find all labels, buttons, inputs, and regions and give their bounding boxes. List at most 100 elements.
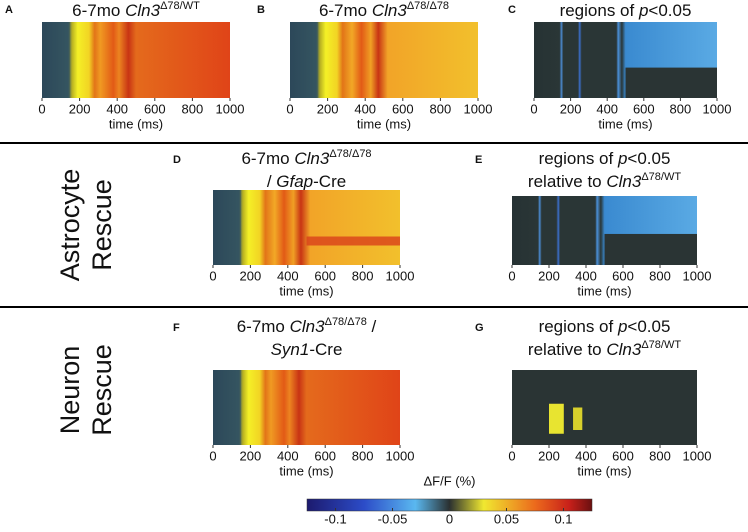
heatmap-shade: [213, 190, 242, 265]
panel-letter: C: [508, 4, 516, 16]
title-part: p: [617, 149, 627, 168]
heatmap: [42, 22, 230, 98]
title-part: 6-7mo: [72, 1, 125, 20]
row-label: Neuron: [55, 346, 85, 435]
x-tick-label: 600: [314, 268, 336, 283]
colorbar-tick-label: 0.05: [494, 511, 519, 526]
panel-letter: E: [475, 154, 482, 166]
title-part: 6-7mo: [241, 149, 294, 168]
x-tick-label: 200: [538, 268, 560, 283]
x-tick-label: 600: [144, 101, 166, 116]
x-tick-label: 200: [317, 101, 339, 116]
title-part: regions of: [560, 1, 639, 20]
x-tick-label: 800: [670, 101, 692, 116]
heatmap: [213, 370, 400, 445]
panel-title: relative to Cln3Δ78/WT: [528, 171, 681, 192]
x-axis-label: time (ms): [577, 463, 631, 478]
title-part: regions of: [539, 149, 618, 168]
x-axis-label: time (ms): [577, 283, 631, 298]
heatmap-shade: [213, 370, 242, 445]
x-tick-label: 600: [612, 448, 634, 463]
x-tick-label: 0: [508, 448, 515, 463]
title-part: regions of: [539, 317, 618, 336]
row-label: Rescue: [87, 179, 117, 271]
title-part: /: [267, 172, 276, 191]
heatmap-region: [549, 403, 564, 434]
x-tick-label: 400: [277, 268, 299, 283]
x-tick-label: 800: [430, 101, 452, 116]
title-part: <0.05: [627, 149, 670, 168]
heatmap: [512, 370, 697, 445]
title-part: -Cre: [309, 340, 342, 359]
heatmap-band: [306, 236, 400, 246]
x-tick-label: 600: [612, 268, 634, 283]
row-label: Rescue: [87, 344, 117, 436]
title-part: Cln3: [606, 340, 642, 359]
panel-title: 6-7mo Cln3Δ78/Δ78: [241, 148, 371, 169]
panel-title: 6-7mo Cln3Δ78/Δ78 /: [237, 316, 377, 337]
panel-title: Syn1-Cre: [271, 340, 343, 359]
title-part: <0.05: [627, 317, 670, 336]
x-tick-label: 1000: [386, 268, 415, 283]
title-part: Gfap: [276, 172, 313, 191]
panel-title: 6-7mo Cln3Δ78/WT: [72, 0, 200, 20]
x-tick-label: 600: [633, 101, 655, 116]
title-part: Δ78/Δ78: [325, 316, 367, 328]
colorbar-label: ΔF/F (%): [423, 473, 475, 488]
panel-title: relative to Cln3Δ78/WT: [528, 339, 681, 360]
x-axis-label: time (ms): [279, 283, 333, 298]
x-tick-label: 1000: [386, 448, 415, 463]
x-tick-label: 1000: [683, 448, 712, 463]
x-axis-label: time (ms): [279, 463, 333, 478]
title-part: /: [367, 317, 377, 336]
heatmap-shade: [290, 22, 319, 98]
colorbar-tick-label: 0.1: [554, 511, 572, 526]
title-part: Cln3: [125, 1, 161, 20]
x-tick-label: 800: [352, 448, 374, 463]
x-tick-label: 0: [508, 268, 515, 283]
x-tick-label: 400: [354, 101, 376, 116]
x-axis-label: time (ms): [109, 116, 163, 131]
title-part: Cln3: [294, 149, 330, 168]
title-part: Cln3: [606, 172, 642, 191]
x-axis-label: time (ms): [598, 116, 652, 131]
title-part: Cln3: [372, 1, 408, 20]
x-tick-label: 200: [560, 101, 582, 116]
x-tick-label: 600: [314, 448, 336, 463]
title-part: Δ78/WT: [641, 171, 681, 183]
x-tick-label: 600: [392, 101, 414, 116]
heatmap-region: [604, 233, 697, 265]
colorbar-tick-label: -0.1: [324, 511, 346, 526]
x-tick-label: 400: [575, 268, 597, 283]
heatmap-shade: [42, 22, 71, 98]
x-tick-label: 800: [182, 101, 204, 116]
x-tick-label: 0: [286, 101, 293, 116]
panel-title: regions of p<0.05: [560, 1, 692, 20]
x-tick-label: 200: [538, 448, 560, 463]
title-part: Δ78/WT: [160, 0, 200, 12]
title-part: -Cre: [313, 172, 346, 191]
x-tick-label: 800: [649, 448, 671, 463]
x-tick-label: 400: [596, 101, 618, 116]
x-tick-label: 200: [69, 101, 91, 116]
panel-title: regions of p<0.05: [539, 149, 671, 168]
panel-title: regions of p<0.05: [539, 317, 671, 336]
panel-letter: F: [173, 322, 180, 334]
x-tick-label: 1000: [703, 101, 732, 116]
row-label: Astrocyte: [55, 169, 85, 282]
panel-letter: D: [173, 154, 181, 166]
x-tick-label: 0: [209, 448, 216, 463]
title-part: 6-7mo: [319, 1, 372, 20]
x-tick-label: 200: [240, 448, 262, 463]
title-part: Δ78/WT: [641, 339, 681, 351]
heatmap-region: [573, 407, 583, 430]
title-part: 6-7mo: [237, 317, 290, 336]
title-part: Δ78/Δ78: [407, 0, 449, 12]
panel-letter: G: [475, 322, 484, 334]
x-tick-label: 0: [38, 101, 45, 116]
title-part: Cln3: [290, 317, 326, 336]
title-part: relative to: [528, 340, 606, 359]
panel-title: 6-7mo Cln3Δ78/Δ78: [319, 0, 449, 20]
title-part: <0.05: [648, 1, 691, 20]
